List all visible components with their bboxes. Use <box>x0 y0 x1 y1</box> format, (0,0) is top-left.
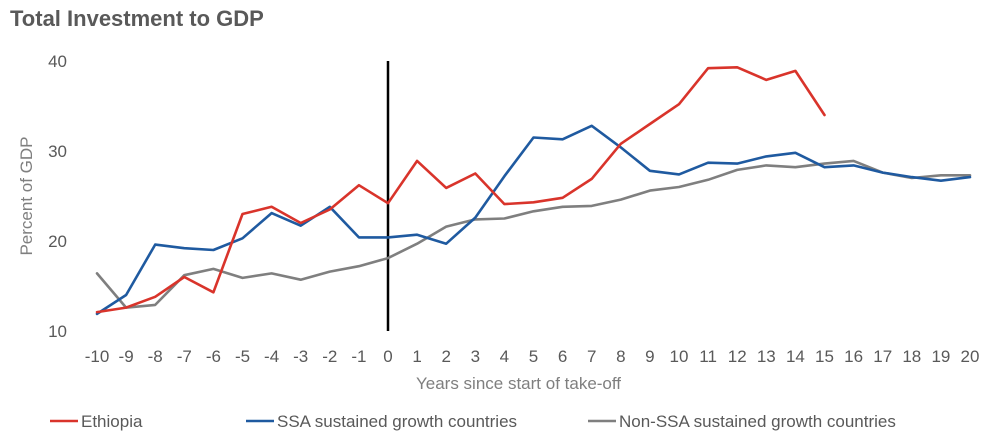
x-tick-label: 19 <box>931 347 950 366</box>
x-tick-label: -4 <box>264 347 279 366</box>
y-tick-label: 40 <box>48 52 67 71</box>
legend-label: Non-SSA sustained growth countries <box>619 412 896 431</box>
x-tick-label: 10 <box>670 347 689 366</box>
x-axis-label: Years since start of take-off <box>416 374 621 393</box>
legend: Ethiopia SSA sustained growth countries No… <box>50 412 896 431</box>
x-tick-label: 1 <box>412 347 421 366</box>
chart-title: Total Investment to GDP <box>10 6 264 31</box>
x-tick-label: 9 <box>645 347 654 366</box>
x-tick-label: 14 <box>786 347 805 366</box>
x-tick-label: 6 <box>558 347 567 366</box>
x-tick-label: 2 <box>441 347 450 366</box>
x-tick-label: 7 <box>587 347 596 366</box>
x-tick-label: -7 <box>177 347 192 366</box>
x-tick-label: 20 <box>961 347 980 366</box>
x-tick-label: -3 <box>293 347 308 366</box>
x-tick-label: -2 <box>322 347 337 366</box>
series-line-1 <box>95 66 826 314</box>
y-axis-label: Percent of GDP <box>17 136 36 255</box>
legend-label: SSA sustained growth countries <box>277 412 517 431</box>
y-axis-ticks: 10 20 30 40 <box>48 52 67 341</box>
x-tick-label: 0 <box>383 347 392 366</box>
series-line-3 <box>95 159 972 309</box>
x-tick-label: 12 <box>728 347 747 366</box>
x-tick-label: 16 <box>844 347 863 366</box>
x-tick-label: 17 <box>873 347 892 366</box>
x-axis-ticks: -10 -9 -8 -7 -6 -5 -4 -3 -2 -1 0 1 2 3 4 5 6 7 8 9 10 11 12 13 1… <box>85 347 980 366</box>
legend-label: Ethiopia <box>81 412 143 431</box>
x-tick-label: 13 <box>757 347 776 366</box>
series-line-2 <box>95 124 972 316</box>
y-tick-label: 10 <box>48 322 67 341</box>
x-tick-label: 18 <box>902 347 921 366</box>
x-tick-label: -5 <box>235 347 250 366</box>
x-tick-label: 8 <box>616 347 625 366</box>
x-tick-label: 15 <box>815 347 834 366</box>
series-lines <box>95 66 972 316</box>
x-tick-label: 5 <box>529 347 538 366</box>
x-tick-label: -1 <box>351 347 366 366</box>
y-tick-label: 20 <box>48 232 67 251</box>
x-tick-label: -9 <box>119 347 134 366</box>
x-tick-label: 4 <box>500 347 509 366</box>
x-tick-label: -10 <box>85 347 110 366</box>
x-tick-label: 11 <box>699 347 717 366</box>
x-tick-label: -6 <box>206 347 221 366</box>
x-tick-label: -8 <box>148 347 163 366</box>
y-tick-label: 30 <box>48 142 67 161</box>
x-tick-label: 3 <box>471 347 480 366</box>
